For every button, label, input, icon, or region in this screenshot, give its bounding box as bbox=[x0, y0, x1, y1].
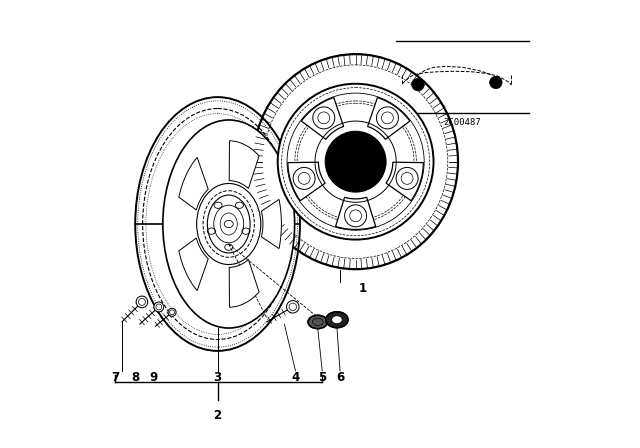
Polygon shape bbox=[367, 98, 410, 139]
Text: 5: 5 bbox=[318, 371, 326, 384]
Circle shape bbox=[412, 78, 424, 91]
Ellipse shape bbox=[163, 120, 294, 328]
Text: 4: 4 bbox=[291, 371, 300, 384]
Circle shape bbox=[325, 131, 386, 192]
Polygon shape bbox=[179, 157, 208, 210]
Polygon shape bbox=[229, 141, 259, 189]
Text: 9: 9 bbox=[149, 371, 157, 384]
Polygon shape bbox=[335, 197, 376, 229]
Text: 1: 1 bbox=[358, 282, 366, 295]
Ellipse shape bbox=[253, 54, 458, 269]
Text: 8: 8 bbox=[131, 371, 140, 384]
Text: 6: 6 bbox=[336, 371, 344, 384]
Circle shape bbox=[287, 301, 299, 313]
Polygon shape bbox=[288, 162, 325, 201]
Ellipse shape bbox=[308, 315, 328, 329]
Polygon shape bbox=[301, 98, 344, 139]
Circle shape bbox=[136, 296, 148, 308]
Circle shape bbox=[154, 302, 164, 312]
Circle shape bbox=[376, 107, 399, 129]
Ellipse shape bbox=[332, 316, 342, 324]
Text: 3: 3 bbox=[214, 371, 221, 384]
Circle shape bbox=[313, 107, 335, 129]
Text: 7: 7 bbox=[111, 371, 119, 384]
Circle shape bbox=[344, 205, 367, 227]
Text: 2C00487: 2C00487 bbox=[444, 118, 481, 127]
Ellipse shape bbox=[196, 184, 260, 264]
Polygon shape bbox=[261, 199, 282, 249]
Circle shape bbox=[490, 76, 502, 89]
Polygon shape bbox=[229, 259, 259, 307]
Polygon shape bbox=[179, 238, 208, 291]
Polygon shape bbox=[386, 162, 424, 201]
Circle shape bbox=[293, 168, 315, 190]
Circle shape bbox=[396, 168, 418, 190]
Circle shape bbox=[278, 84, 433, 240]
Circle shape bbox=[168, 308, 176, 316]
Text: 2: 2 bbox=[214, 409, 221, 422]
Ellipse shape bbox=[326, 312, 348, 328]
